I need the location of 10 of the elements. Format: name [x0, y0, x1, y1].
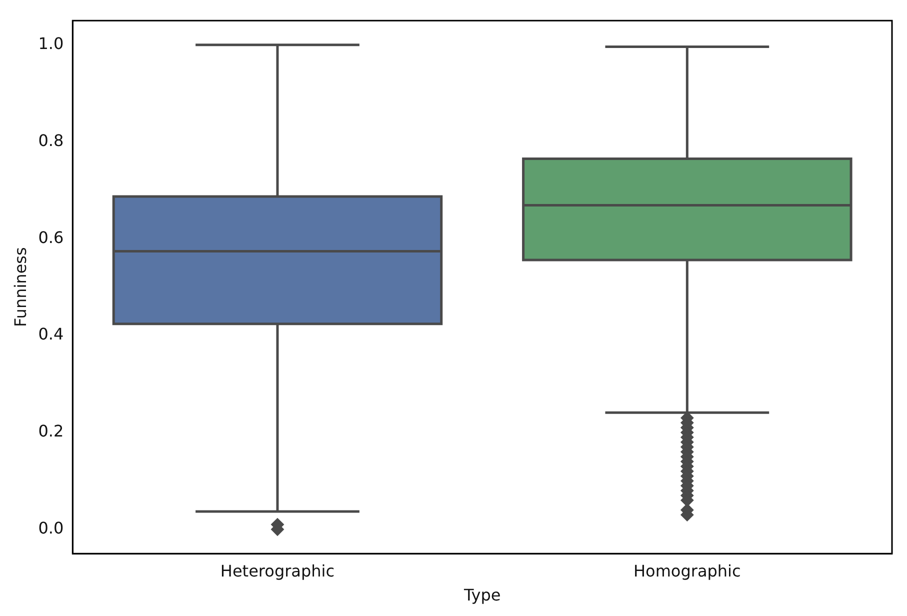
- y-tick-label: 0.0: [38, 518, 64, 538]
- x-tick-label: Homographic: [634, 561, 741, 580]
- x-axis-title: Type: [462, 586, 501, 605]
- y-axis-title: Funniness: [10, 247, 30, 328]
- y-tick-label: 0.2: [38, 422, 64, 441]
- y-tick-label: 1.0: [38, 34, 64, 53]
- y-tick-label: 0.8: [38, 130, 64, 150]
- y-tick-label: 0.4: [38, 324, 64, 344]
- y-tick-label: 0.6: [38, 228, 64, 247]
- x-tick-label: Heterographic: [220, 561, 335, 580]
